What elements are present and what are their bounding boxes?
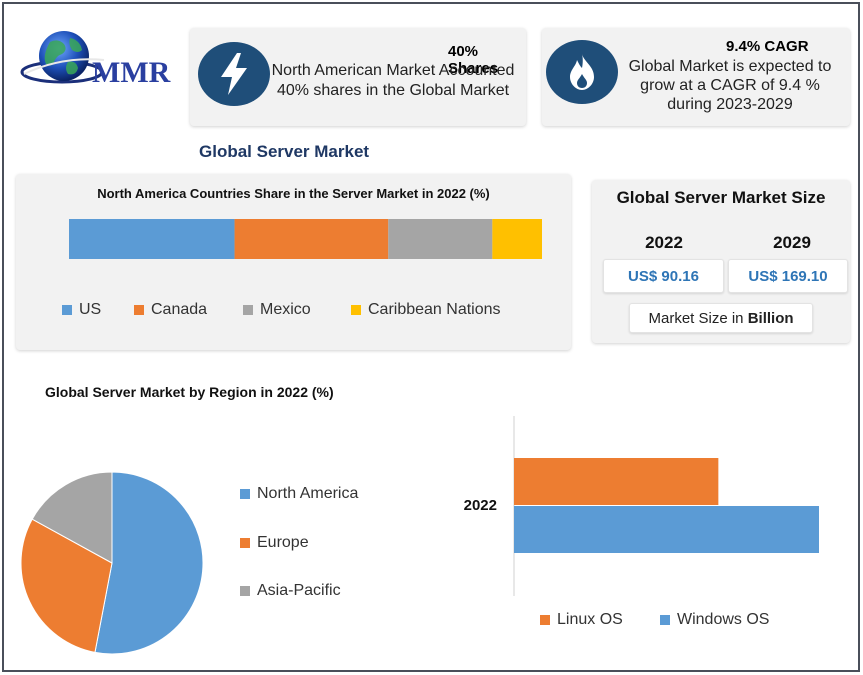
shares-heading: 40% Shares [448, 43, 499, 77]
value-2029-box: US$ 169.10 [728, 259, 848, 293]
cagr-stat-card: 9.4% CAGR Global Market is expected to g… [542, 28, 850, 126]
mmr-logo: MMR [20, 28, 180, 90]
legend-mexico-label: Mexico [260, 301, 311, 318]
legend-windows-label: Windows OS [677, 611, 770, 628]
os-category-label: 2022 [464, 497, 497, 514]
legend-north-america-swatch [240, 489, 250, 499]
na-stacked-bar-chart [69, 219, 542, 259]
pie-slice-asia-pacific [31, 471, 113, 564]
pie-slice-north-america [94, 471, 204, 655]
legend-canada-swatch [134, 305, 144, 315]
cagr-heading: 9.4% CAGR [726, 38, 809, 55]
legend-windows-swatch [660, 615, 670, 625]
na-chart-title: North America Countries Share in the Ser… [97, 186, 490, 201]
na-bar-canada [234, 219, 389, 259]
legend-windows: Windows OS [660, 611, 769, 629]
unit-bold: Billion [747, 309, 794, 327]
legend-mexico: Mexico [243, 301, 311, 319]
legend-north-america: North America [240, 485, 358, 503]
value-2029: US$ 169.10 [748, 267, 828, 285]
na-bar-us [69, 219, 235, 259]
legend-linux-label: Linux OS [557, 611, 623, 628]
unit-prefix: Market Size in [648, 309, 748, 327]
shares-stat-card: 40% Shares North American Market Account… [190, 28, 526, 126]
region-pie-chart [20, 471, 204, 655]
legend-europe-swatch [240, 538, 250, 548]
legend-us-swatch [62, 305, 72, 315]
year-2022-label: 2022 [645, 233, 683, 252]
pie-slice-europe [20, 518, 113, 653]
legend-north-america-label: North America [257, 485, 359, 502]
legend-canada: Canada [134, 301, 207, 319]
lightning-icon-badge [198, 42, 270, 106]
os-bar-windows-os [514, 506, 819, 553]
flame-icon [570, 54, 594, 90]
cagr-line-1: Global Market is expected to [628, 58, 832, 75]
cagr-line-2: grow at a CAGR of 9.4 % [640, 77, 820, 94]
legend-us: US [62, 301, 101, 319]
legend-linux: Linux OS [540, 611, 623, 629]
legend-asia-pacific-swatch [240, 586, 250, 596]
shares-line-2: 40% shares in the Global Market [276, 82, 510, 99]
legend-europe-label: Europe [257, 534, 309, 551]
page-title: Global Server Market [199, 142, 370, 161]
legend-us-label: US [79, 301, 102, 318]
os-bar-linux-os [514, 458, 719, 505]
legend-canada-label: Canada [151, 301, 208, 318]
os-bar-chart: 2022 [464, 416, 819, 596]
shares-line-1: North American Market Accounted [271, 62, 515, 79]
na-bar-caribbean-nations [492, 219, 542, 259]
lightning-icon [221, 53, 247, 95]
market-size-title: Global Server Market Size [616, 188, 826, 207]
region-chart-title: Global Server Market by Region in 2022 (… [45, 384, 334, 400]
flame-icon-badge [546, 40, 618, 104]
market-size-panel: Global Server Market Size 2022 2029 US$ … [592, 180, 850, 343]
logo-text: MMR [92, 56, 171, 89]
legend-asia-pacific: Asia-Pacific [240, 582, 341, 600]
legend-caribbean: Caribbean Nations [351, 301, 501, 319]
market-size-unit-box: Market Size in Billion [629, 303, 813, 333]
north-america-share-card: North America Countries Share in the Ser… [16, 174, 571, 350]
cagr-line-3: during 2023-2029 [667, 96, 793, 113]
legend-caribbean-swatch [351, 305, 361, 315]
legend-mexico-swatch [243, 305, 253, 315]
na-bar-mexico [388, 219, 493, 259]
value-2022: US$ 90.16 [628, 267, 699, 285]
year-2029-label: 2029 [773, 233, 811, 252]
globe-icon: MMR [20, 31, 171, 89]
legend-europe: Europe [240, 534, 309, 552]
legend-asia-pacific-label: Asia-Pacific [257, 582, 341, 599]
value-2022-box: US$ 90.16 [603, 259, 724, 293]
legend-caribbean-label: Caribbean Nations [368, 301, 501, 318]
legend-linux-swatch [540, 615, 550, 625]
